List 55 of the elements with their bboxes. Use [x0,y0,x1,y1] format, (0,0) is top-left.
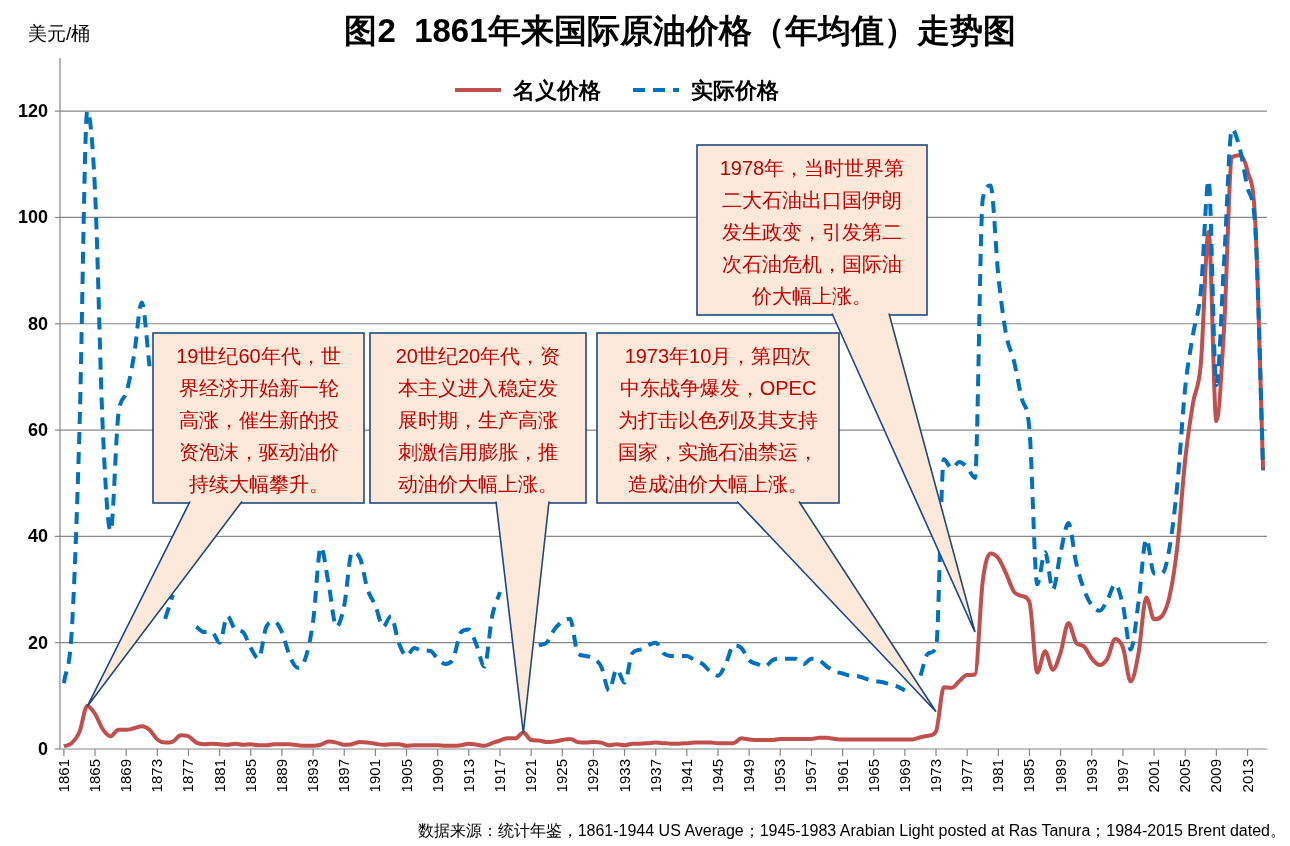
annotation: 19世纪60年代，世界经济开始新一轮高涨，催生新的投资泡沫，驱动油价持续大幅攀升。 [176,345,341,495]
y-tick-label: 0 [37,739,48,759]
annotation: 1978年，当时世界第二大石油出口国伊朗发生政变，引发第二次石油危机，国际油价大幅上涨。 [719,157,905,307]
legend-label: 实际价格 [691,78,780,103]
x-tick-label: 1921 [522,759,540,793]
x-tick-label: 1969 [895,759,913,793]
x-tick-label: 1861 [54,759,72,793]
x-tick-label: 1953 [771,759,789,793]
x-tick-label: 1949 [740,759,758,793]
x-tick-label: 1933 [615,759,633,793]
x-tick-label: 1901 [366,759,384,793]
x-tick-label: 1977 [958,759,976,793]
y-tick-label: 100 [17,207,48,228]
x-tick-label: 1889 [272,759,290,793]
x-tick-label: 1997 [1113,759,1131,793]
x-tick-label: 1885 [241,759,259,793]
annotation: 1973年10月，第四次中东战争爆发，OPEC为打击以色列及其支持国家，实施石油禁运，造成油价大幅上涨。 [618,345,818,495]
x-tick-label: 1925 [553,759,571,793]
x-tick-label: 1993 [1082,759,1100,793]
chart-title: 图2 1861年来国际原油价格（年均值）走势图 [344,12,1016,49]
x-tick-label: 1873 [148,759,166,793]
x-tick-label: 1917 [490,759,508,793]
x-tick-label: 1929 [584,759,602,793]
y-tick-label: 40 [27,526,48,547]
x-tick-label: 1905 [397,759,415,793]
x-tick-label: 1941 [677,759,695,793]
legend-label: 名义价格 [512,78,602,103]
annotation: 20世纪20年代，资本主义进入稳定发展时期，生产高涨刺激信用膨胀，推动油价大幅上涨。 [395,345,561,495]
x-tick-label: 1913 [459,759,477,793]
x-tick-label: 1869 [117,759,135,793]
x-tick-label: 1961 [833,759,851,793]
x-tick-label: 1981 [989,759,1007,793]
x-tick-label: 1945 [709,759,727,793]
x-tick-label: 1865 [86,759,104,793]
x-tick-label: 1957 [802,759,820,793]
x-tick-label: 1881 [210,759,228,793]
y-tick-label: 60 [27,420,48,441]
x-tick-label: 2013 [1238,759,1256,793]
y-tick-label: 120 [17,101,48,122]
x-tick-label: 1877 [179,759,197,793]
y-tick-label: 80 [27,313,48,334]
x-tick-label: 1893 [304,759,322,793]
x-tick-label: 1985 [1020,759,1038,793]
y-axis-title: 美元/桶 [28,23,91,44]
x-tick-label: 1897 [335,759,353,793]
x-tick-label: 2001 [1145,759,1163,793]
x-tick-label: 1909 [428,759,446,793]
x-tick-label: 1989 [1051,759,1069,793]
x-tick-label: 1937 [646,759,664,793]
source-note: 数据来源：统计年鉴，1861-1944 US Average；1945-1983 Arabian Light posted at Ras Tanura；1984-2015 Brent dated。 [417,822,1286,839]
x-tick-label: 1973 [927,759,945,793]
x-tick-label: 2005 [1176,759,1194,793]
x-tick-label: 1965 [864,759,882,793]
x-tick-label: 2009 [1207,759,1225,793]
y-tick-label: 20 [27,632,48,653]
